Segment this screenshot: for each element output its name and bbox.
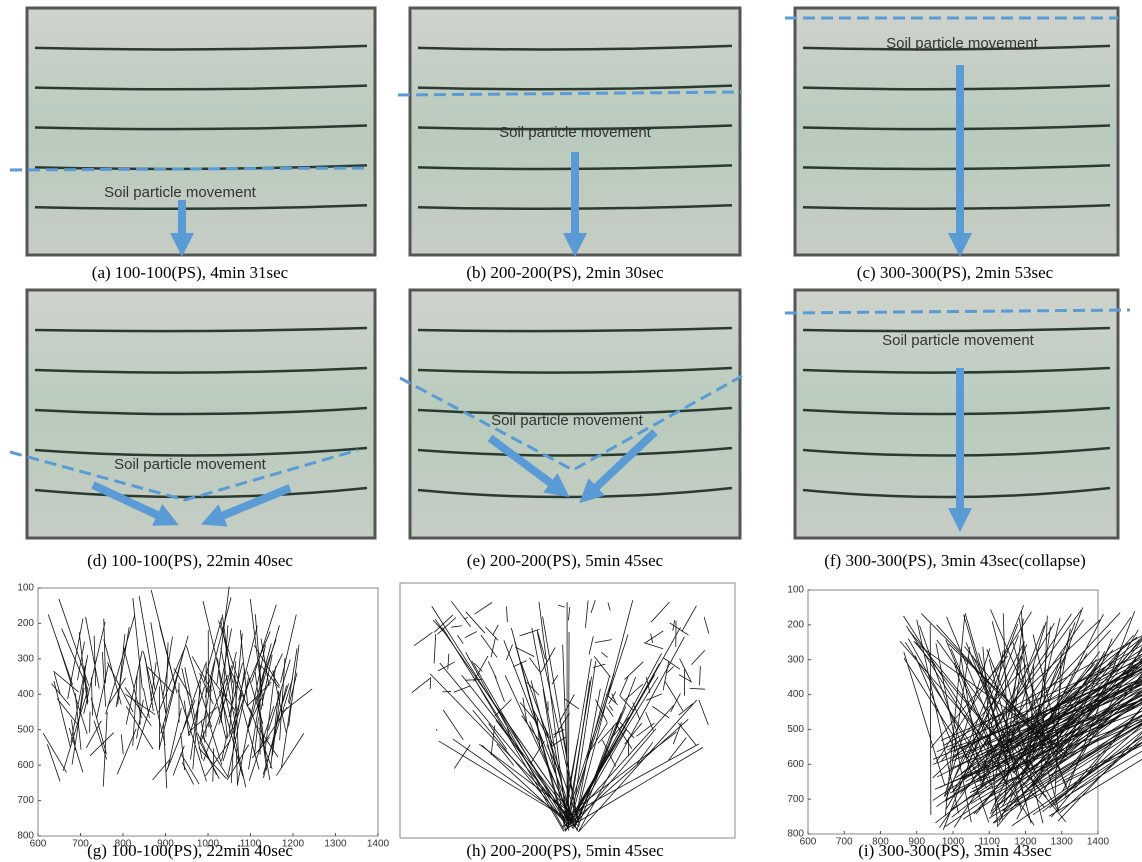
x-tick-label: 1000 [942, 837, 965, 848]
x-tick-label: 900 [908, 837, 925, 848]
y-tick-label: 200 [17, 618, 34, 629]
y-tick-label: 600 [787, 759, 804, 770]
annotation: Soil particle movement [104, 184, 257, 201]
caption: (c) 300-300(PS), 2min 53sec [857, 263, 1054, 282]
y-tick-label: 800 [787, 829, 804, 840]
y-tick-label: 300 [787, 654, 804, 665]
y-tick-label: 400 [787, 689, 804, 700]
x-tick-label: 1000 [197, 839, 220, 850]
caption: (e) 200-200(PS), 5min 45sec [467, 551, 664, 570]
y-tick-label: 700 [787, 794, 804, 805]
y-tick-label: 700 [17, 795, 34, 806]
caption: (d) 100-100(PS), 22min 40sec [87, 551, 293, 570]
y-tick-label: 200 [787, 619, 804, 630]
y-tick-label: 400 [17, 689, 34, 700]
y-tick-label: 300 [17, 653, 34, 664]
x-tick-label: 800 [115, 839, 132, 850]
x-tick-label: 700 [72, 839, 89, 850]
caption: (b) 200-200(PS), 2min 30sec [466, 263, 664, 282]
y-tick-label: 500 [17, 724, 34, 735]
annotation: Soil particle movement [886, 35, 1039, 52]
annotation: Soil particle movement [114, 456, 267, 473]
x-tick-label: 1100 [240, 839, 262, 850]
caption: (h) 200-200(PS), 5min 45sec [466, 841, 664, 860]
x-tick-label: 1200 [282, 839, 305, 850]
caption: (a) 100-100(PS), 4min 31sec [92, 263, 289, 282]
annotation: Soil particle movement [882, 332, 1035, 349]
y-tick-label: 100 [17, 583, 34, 594]
annotation: Soil particle movement [491, 412, 644, 429]
x-tick-label: 1100 [978, 837, 1000, 848]
x-tick-label: 1400 [1087, 837, 1110, 848]
x-tick-label: 900 [157, 839, 174, 850]
x-tick-label: 1400 [367, 839, 390, 850]
caption: (f) 300-300(PS), 3min 43sec(collapse) [824, 551, 1086, 570]
x-tick-label: 700 [836, 837, 853, 848]
x-tick-label: 800 [872, 837, 889, 848]
figure: Soil particle movement (a) 100-100(PS), 4… [0, 0, 1142, 862]
y-tick-label: 800 [17, 831, 34, 842]
y-tick-label: 100 [787, 585, 804, 596]
x-tick-label: 1200 [1014, 837, 1037, 848]
plot-frame [38, 588, 378, 836]
x-tick-label: 1300 [324, 839, 347, 850]
y-tick-label: 600 [17, 760, 34, 771]
photo [27, 8, 375, 255]
x-tick-label: 1300 [1051, 837, 1074, 848]
y-tick-label: 500 [787, 724, 804, 735]
annotation: Soil particle movement [499, 124, 652, 141]
